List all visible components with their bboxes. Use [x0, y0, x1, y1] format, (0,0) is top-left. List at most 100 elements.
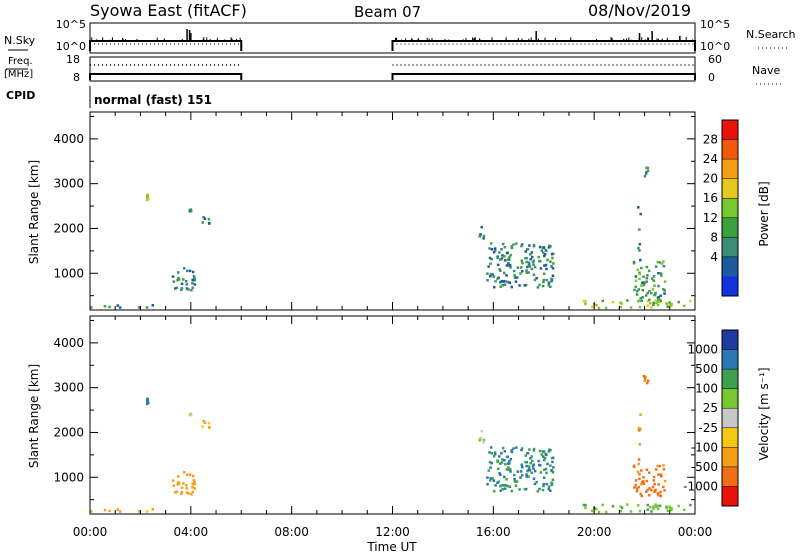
range-gate-cell [643, 377, 647, 380]
range-gate-cell [650, 291, 653, 295]
range-gate-cell [644, 375, 647, 378]
range-gate-cell [545, 267, 548, 271]
range-gate-cell [137, 510, 141, 513]
range-gate-cell [651, 485, 655, 489]
range-gate-cell [180, 491, 184, 494]
range-gate-cell [528, 244, 531, 247]
range-gate-cell [635, 290, 639, 293]
velocity-panel-frame [89, 315, 696, 515]
range-gate-cell [496, 460, 499, 464]
range-gate-cell [645, 265, 649, 269]
range-gate-cell [510, 489, 513, 493]
range-gate-cell [551, 274, 555, 277]
x-tick-label: 00:00 [678, 525, 713, 539]
nsky-level-line [391, 40, 696, 51]
range-gate-cell [620, 506, 624, 510]
range-gate-cell [172, 484, 176, 487]
range-gate-cell [662, 467, 666, 471]
range-gate-cell [638, 272, 641, 276]
range-gate-cell [611, 300, 615, 304]
range-gate-cell [501, 254, 504, 257]
range-gate-cell [500, 452, 503, 455]
range-gate-cell [643, 175, 647, 178]
range-gate-cell [648, 487, 651, 490]
velocity-colorbar: 1000 500 100 25 -25 -100 -500 -1000 [683, 329, 739, 507]
range-gate-cell [638, 429, 641, 432]
range-gate-cell [478, 235, 481, 238]
range-gate-cell [642, 482, 646, 485]
range-gate-cell [175, 490, 179, 493]
range-gate-cell [645, 166, 648, 170]
range-gate-cell [640, 266, 643, 270]
range-gate-cell [491, 273, 494, 276]
range-gate-cell [597, 306, 601, 310]
freq-level-line [391, 73, 696, 80]
range-gate-cell [513, 274, 516, 277]
range-gate-cell [604, 510, 608, 514]
range-gate-cell [532, 273, 536, 276]
range-gate-cell [504, 484, 507, 487]
colorbar-segment [722, 256, 738, 277]
range-gate-cell [650, 488, 653, 492]
range-gate-cell [655, 468, 658, 471]
range-gate-cell [503, 283, 507, 286]
range-gate-cell [500, 484, 504, 487]
range-gate-cell [510, 285, 513, 289]
range-gate-cell [508, 281, 511, 284]
y-tick-label: 1000 [53, 470, 84, 484]
range-gate-cell [645, 479, 648, 483]
range-gate-cell [516, 470, 520, 473]
range-gate-cell [118, 510, 122, 513]
range-gate-cell [518, 284, 521, 287]
range-gate-cell [535, 276, 538, 280]
range-gate-cell [503, 255, 506, 258]
range-gate-cell [496, 263, 500, 267]
nsky-trace [89, 29, 696, 51]
range-gate-cell [545, 482, 548, 486]
range-gate-cell [543, 254, 546, 258]
range-gate-cell [529, 258, 532, 261]
range-gate-cell [145, 306, 149, 309]
range-gate-cell [640, 469, 643, 472]
range-gate-cell [527, 271, 530, 274]
colorbar-segment [722, 120, 738, 141]
colorbar-frame [721, 119, 739, 297]
range-gate-cell [643, 379, 646, 382]
range-gate-cell [493, 285, 496, 289]
freq-strip-frame [89, 56, 696, 82]
range-gate-cell [654, 503, 657, 506]
range-gate-cell [547, 450, 551, 453]
nsearch-label: N.Search [746, 28, 796, 41]
range-gate-cell [642, 374, 645, 378]
range-gate-cell [489, 275, 492, 278]
range-gate-cell [638, 299, 641, 302]
range-gate-cell [619, 305, 622, 309]
range-gate-cell [659, 490, 662, 494]
range-gate-cell [513, 473, 516, 477]
range-gate-cell [208, 426, 211, 429]
nsky-label: N.Sky [4, 34, 36, 47]
range-gate-cell [657, 284, 660, 288]
range-gate-cell [629, 306, 633, 309]
colorbar-tick-label: 4 [710, 250, 718, 264]
range-gate-cell [500, 280, 504, 283]
range-gate-cell [177, 482, 181, 485]
range-gate-cell [482, 441, 485, 444]
colorbar-tick-label: -25 [698, 421, 718, 435]
range-gate-cell [525, 475, 528, 478]
range-gate-cell [549, 489, 552, 492]
range-gate-cell [501, 458, 504, 461]
range-gate-cell [492, 275, 496, 278]
range-gate-cell [595, 507, 598, 511]
range-gate-cell [550, 482, 554, 485]
range-gate-cell [503, 475, 506, 479]
range-gate-cell [191, 278, 195, 282]
range-gate-cell [498, 455, 501, 458]
time-xlabel: Time UT [366, 540, 417, 554]
range-gate-cell [584, 506, 587, 510]
range-gate-cell [532, 447, 536, 451]
range-gate-cell [513, 276, 517, 279]
range-gate-cell [532, 477, 536, 480]
range-gate-cell [634, 483, 637, 487]
range-gate-cell [646, 503, 650, 507]
